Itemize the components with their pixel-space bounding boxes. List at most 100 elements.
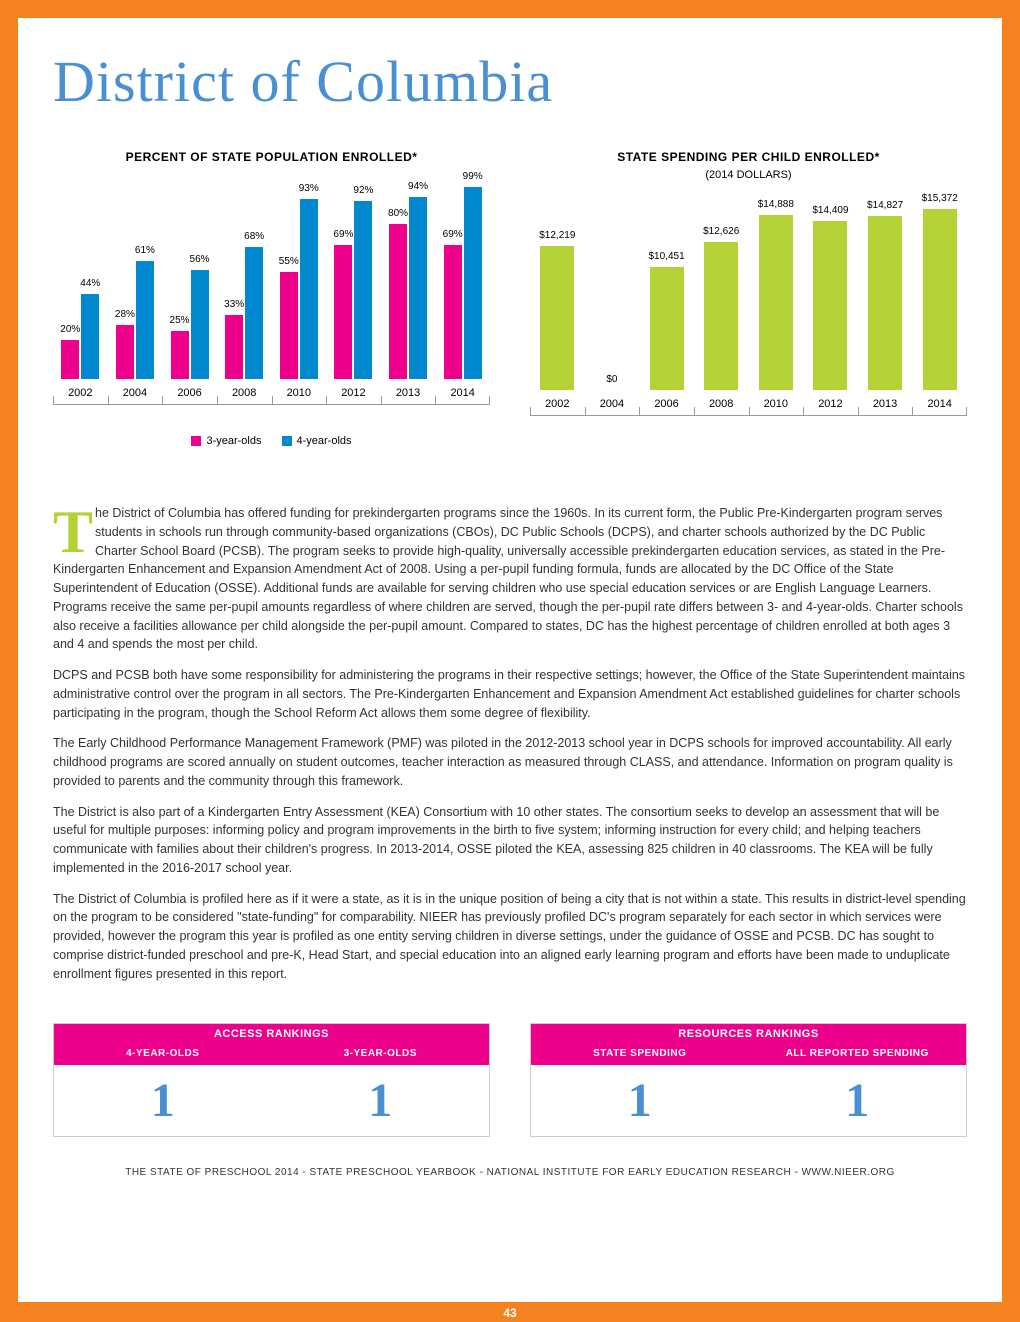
bar: 20%	[61, 340, 79, 379]
year-label: 2002	[53, 387, 108, 399]
year-label: 2014	[435, 387, 490, 399]
bar: 68%	[245, 247, 263, 379]
year-group: $15,3722014	[912, 196, 967, 390]
year-group: $14,4092012	[803, 196, 858, 390]
ranking-header: RESOURCES RANKINGS	[531, 1024, 966, 1044]
year-group: $10,4512006	[639, 196, 694, 390]
legend-item: 3-year-olds	[191, 435, 261, 447]
bar: 80%	[389, 224, 407, 379]
year-label: 2012	[803, 398, 858, 410]
ranking-value: 1	[531, 1065, 749, 1136]
year-group: 80%94%2013	[381, 185, 436, 379]
enrollment-chart: PERCENT OF STATE POPULATION ENROLLED* 20…	[53, 150, 490, 464]
year-group: 69%92%2012	[326, 185, 381, 379]
bar-label: 25%	[170, 315, 190, 326]
bar-label: 61%	[135, 245, 155, 256]
bar: 61%	[136, 261, 154, 379]
bar: 28%	[116, 325, 134, 379]
bar-label: 99%	[463, 171, 483, 182]
bar: $12,626	[704, 242, 738, 390]
bar: 44%	[81, 294, 99, 379]
bar: 99%	[464, 187, 482, 379]
bar-label: 55%	[279, 256, 299, 267]
paragraph: The District of Columbia has offered fun…	[53, 504, 967, 654]
access-rankings: ACCESS RANKINGS 4-YEAR-OLDS 3-YEAR-OLDS …	[53, 1023, 490, 1137]
paragraph: The Early Childhood Performance Manageme…	[53, 734, 967, 790]
page: District of Columbia PERCENT OF STATE PO…	[0, 0, 1020, 1320]
bar: 69%	[334, 245, 352, 379]
bar-label: $0	[606, 374, 617, 385]
bar-label: $14,409	[812, 205, 848, 216]
year-group: $02004	[585, 196, 640, 390]
chart-legend: 3-year-olds 4-year-olds	[53, 435, 490, 447]
legend-swatch-icon	[191, 436, 201, 446]
bar-label: 20%	[60, 324, 80, 335]
bar-label: 69%	[333, 229, 353, 240]
ranking-header: ACCESS RANKINGS	[54, 1024, 489, 1044]
bar-label: 28%	[115, 309, 135, 320]
legend-item: 4-year-olds	[282, 435, 352, 447]
state-title: District of Columbia	[53, 48, 967, 115]
charts-row: PERCENT OF STATE POPULATION ENROLLED* 20…	[53, 150, 967, 464]
paragraph: The District is also part of a Kindergar…	[53, 803, 967, 878]
bar-label: 56%	[190, 254, 210, 265]
bar: 94%	[409, 197, 427, 379]
paragraph: DCPS and PCSB both have some responsibil…	[53, 666, 967, 722]
bar-label: 94%	[408, 181, 428, 192]
year-label: 2010	[749, 398, 804, 410]
year-label: 2014	[912, 398, 967, 410]
bar-label: $14,827	[867, 200, 903, 211]
bar: 56%	[191, 270, 209, 379]
year-label: 2010	[272, 387, 327, 399]
year-group: $12,2192002	[530, 196, 585, 390]
bar-label: $12,219	[539, 230, 575, 241]
bar-label: 68%	[244, 231, 264, 242]
bar-label: 69%	[443, 229, 463, 240]
bar: 25%	[171, 331, 189, 380]
year-group: 28%61%2004	[108, 185, 163, 379]
ranking-value: 1	[272, 1065, 490, 1136]
year-label: 2004	[108, 387, 163, 399]
year-label: 2006	[639, 398, 694, 410]
ranking-subheader: STATE SPENDING ALL REPORTED SPENDING	[531, 1044, 966, 1065]
footer-text: THE STATE OF PRESCHOOL 2014 - STATE PRES…	[53, 1167, 967, 1178]
drop-cap: T	[53, 508, 93, 556]
chart-title: PERCENT OF STATE POPULATION ENROLLED*	[53, 150, 490, 164]
bar-label: 33%	[224, 299, 244, 310]
year-label: 2008	[217, 387, 272, 399]
bar: $14,827	[868, 216, 902, 390]
bar: $12,219	[540, 246, 574, 390]
year-group: 25%56%2006	[162, 185, 217, 379]
ranking-subheader: 4-YEAR-OLDS 3-YEAR-OLDS	[54, 1044, 489, 1065]
chart-title: STATE SPENDING PER CHILD ENROLLED*	[530, 150, 967, 164]
bar-label: $12,626	[703, 226, 739, 237]
year-label: 2004	[585, 398, 640, 410]
legend-swatch-icon	[282, 436, 292, 446]
year-label: 2013	[381, 387, 436, 399]
bar: 55%	[280, 272, 298, 379]
paragraph: The District of Columbia is profiled her…	[53, 890, 967, 984]
year-label: 2012	[326, 387, 381, 399]
chart-subtitle: (2014 DOLLARS)	[530, 169, 967, 181]
bar-label: 80%	[388, 208, 408, 219]
bar: $14,409	[813, 221, 847, 390]
bar: 69%	[444, 245, 462, 379]
resources-rankings: RESOURCES RANKINGS STATE SPENDING ALL RE…	[530, 1023, 967, 1137]
bar-label: $15,372	[922, 193, 958, 204]
bar-label: 93%	[299, 183, 319, 194]
ranking-value: 1	[749, 1065, 967, 1136]
year-group: 20%44%2002	[53, 185, 108, 379]
bar-label: 44%	[80, 278, 100, 289]
bar: $15,372	[923, 209, 957, 390]
year-label: 2002	[530, 398, 585, 410]
page-number: 43	[0, 1304, 1020, 1322]
bar-label: $14,888	[758, 199, 794, 210]
bar: $14,888	[759, 215, 793, 390]
body-text: The District of Columbia has offered fun…	[53, 504, 967, 983]
bar: $10,451	[650, 267, 684, 390]
year-group: $14,8882010	[749, 196, 804, 390]
year-label: 2008	[694, 398, 749, 410]
bar-label: 92%	[353, 185, 373, 196]
year-group: $12,6262008	[694, 196, 749, 390]
year-group: $14,8272013	[858, 196, 913, 390]
